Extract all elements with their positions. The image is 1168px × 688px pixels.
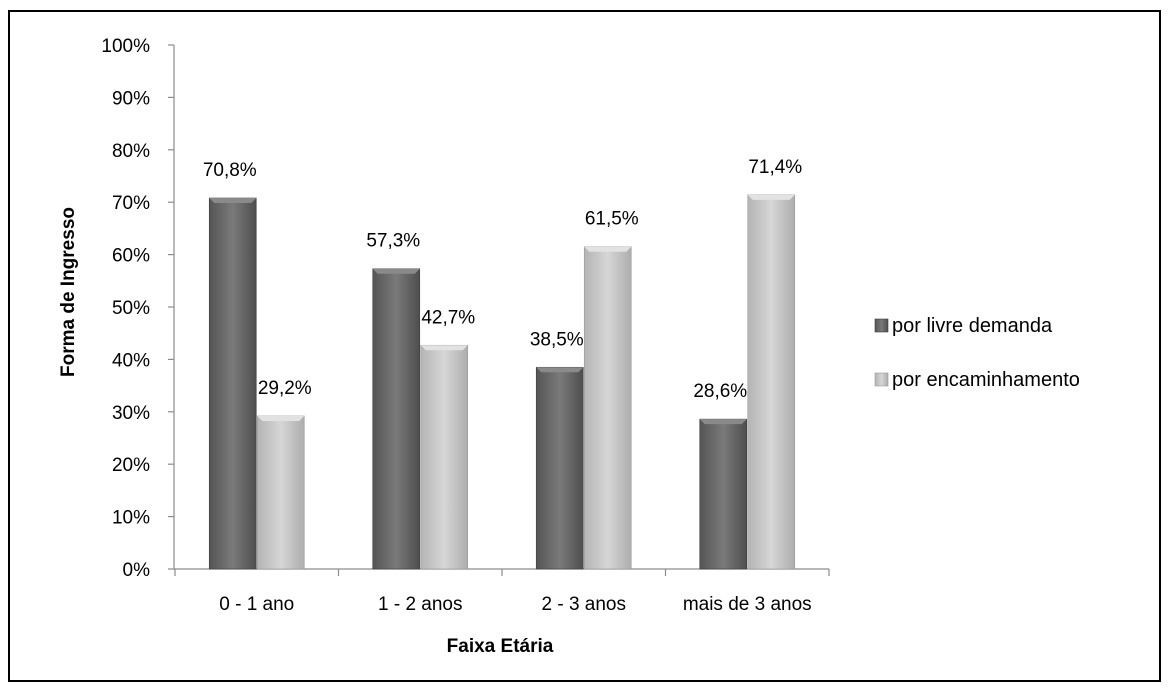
y-axis: 0% 10% 20% 30% 40% 50% 60% 70% 80% 90% 100% (101, 36, 175, 581)
legend: por livre demanda por encaminhamento (874, 315, 1080, 391)
y-tick-label: 80% (112, 141, 150, 162)
legend-swatch (874, 318, 889, 333)
x-tick-label: 0 - 1 ano (219, 594, 294, 615)
bar-cap (372, 268, 420, 274)
legend-label: por livre demanda (892, 315, 1053, 337)
x-axis: 0 - 1 ano 1 - 2 anos 2 - 3 anos mais de 3 a… (174, 568, 830, 615)
y-tick-label: 100% (101, 36, 150, 57)
y-tick-label: 10% (112, 508, 150, 529)
y-tick-label: 60% (112, 246, 150, 267)
bar-encaminhamento (747, 194, 796, 570)
data-label: 42,7% (421, 307, 475, 328)
x-tick-label: 2 - 3 anos (542, 594, 627, 615)
x-tick-label: mais de 3 anos (683, 594, 812, 615)
bar-cap (209, 198, 257, 204)
bar-encaminhamento (420, 344, 469, 570)
bar-cap (257, 415, 305, 421)
y-tick-label: 40% (112, 350, 150, 371)
bar-livre-demanda (699, 418, 748, 570)
bar-livre-demanda (372, 268, 421, 570)
y-tick-label: 50% (112, 298, 150, 319)
y-axis-title: Forma de Ingresso (58, 207, 79, 377)
data-label: 71,4% (748, 157, 802, 178)
data-label: 38,5% (530, 329, 584, 350)
data-label: 28,6% (693, 381, 747, 402)
bar-cap (420, 345, 468, 351)
bar-livre-demanda (535, 366, 584, 570)
bar-cap (747, 194, 795, 200)
data-label: 57,3% (366, 231, 420, 252)
y-tick-label: 70% (112, 193, 150, 214)
y-tick-label: 90% (112, 88, 150, 109)
bar-livre-demanda (208, 197, 257, 570)
y-tick-label: 20% (112, 455, 150, 476)
bars (208, 194, 796, 570)
data-label: 29,2% (258, 378, 312, 399)
data-labels: 70,8% 29,2% 57,3% 42,7% 38,5% 61,5% 28,6% 71,4% (203, 157, 802, 402)
bar-cap (699, 419, 747, 425)
legend-swatch (874, 372, 889, 387)
legend-label: por encaminhamento (892, 369, 1080, 391)
data-label: 70,8% (203, 160, 257, 181)
y-tick-label: 0% (123, 560, 151, 581)
x-axis-title: Faixa Etária (447, 636, 554, 657)
x-tick-label: 1 - 2 anos (378, 594, 463, 615)
bar-encaminhamento (256, 415, 305, 570)
bar-encaminhamento (583, 246, 632, 570)
y-tick-label: 30% (112, 403, 150, 424)
bar-cap (536, 367, 584, 373)
data-label: 61,5% (585, 209, 639, 230)
bar-cap (584, 246, 632, 252)
